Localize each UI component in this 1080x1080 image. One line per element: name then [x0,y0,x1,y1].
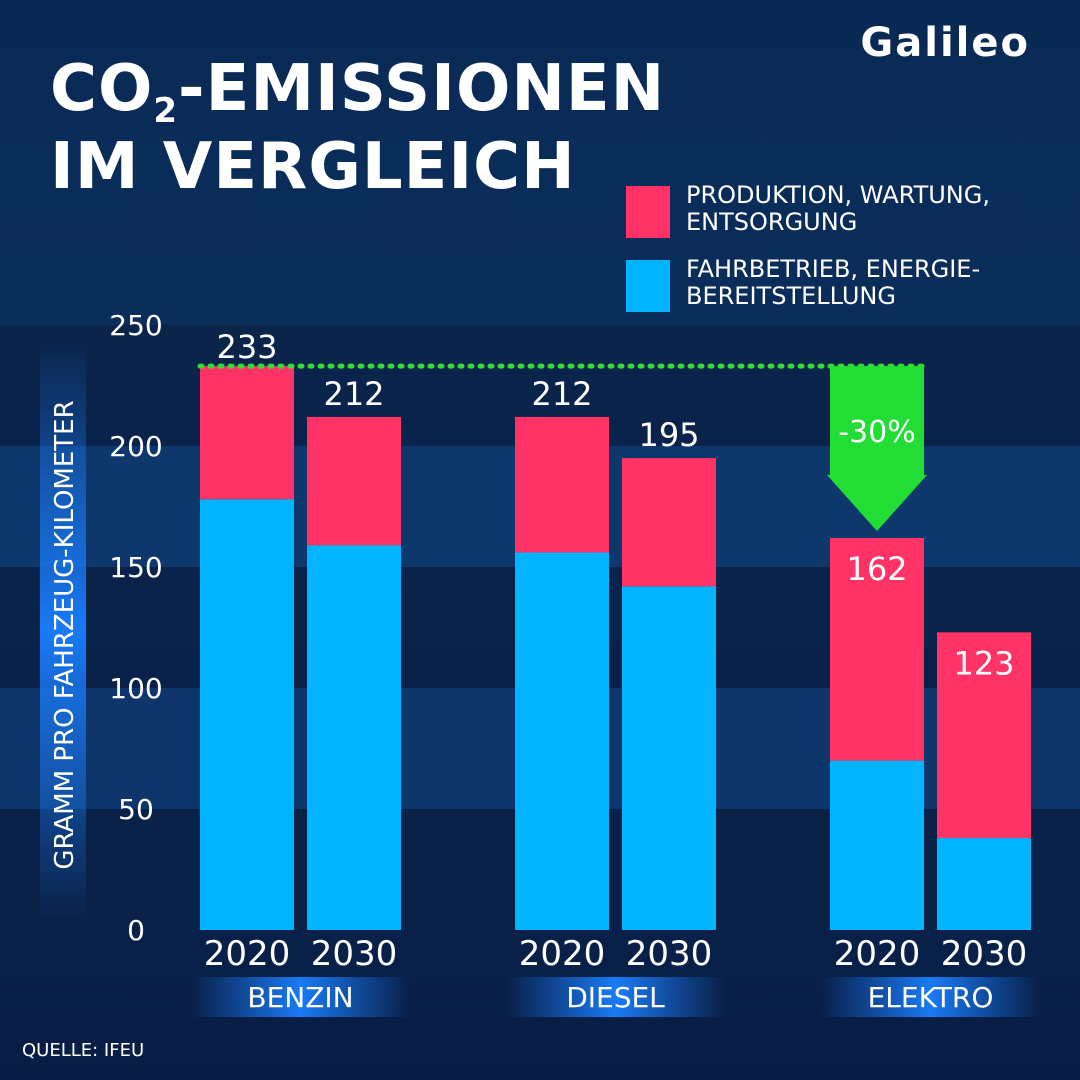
y-tick-label: 200 [109,430,162,463]
x-tick-label-year: 2020 [204,934,291,974]
group-pill-benzin [190,977,411,1017]
title-emissionen: -EMISSIONEN [178,52,666,126]
reduction-arrow [827,366,927,531]
galileo-logo: Galileo [860,20,1030,66]
title-subscript: 2 [153,91,179,131]
y-tick-label: 0 [127,914,145,947]
x-tick-label-year: 2020 [519,934,606,974]
y-axis-glow [40,340,86,920]
y-tick-label: 50 [118,793,154,826]
y-tick-label: 150 [109,551,162,584]
data-label-total: 233 [216,328,277,366]
reduction-label: -30% [838,415,916,450]
bar-production [515,416,609,553]
data-label-total: 212 [531,375,592,413]
x-tick-label-year: 2030 [626,934,713,974]
x-tick-label-year: 2020 [834,934,921,974]
bar-operation [307,545,401,930]
y-tick-label: 100 [109,672,162,705]
y-axis-title: GRAMM PRO FAHRZEUG-KILOMETER [50,400,80,869]
legend-label-production: PRODUKTION, WARTUNG, ENTSORGUNG [686,181,990,236]
bar-operation [515,552,609,930]
group-pill-elektro [820,977,1041,1017]
bar-operation [830,760,924,930]
bar-operation [937,838,1031,930]
legend-swatch-production [626,186,670,238]
data-label-total: 212 [323,375,384,413]
legend: PRODUKTION, WARTUNG, ENTSORGUNG FAHRBETR… [626,182,1066,334]
chart-title: CO2-EMISSIONEN IM VERGLEICH [50,50,665,206]
x-group-label: BENZIN [247,981,353,1014]
bar-operation [622,586,716,930]
bar-production [622,458,716,587]
x-tick-label-year: 2030 [941,934,1028,974]
group-pill-diesel [505,977,726,1017]
x-group-label: ELEKTRO [868,981,994,1014]
bar-production [937,632,1031,839]
data-label-total: 123 [953,644,1014,682]
title-line2: IM VERGLEICH [50,130,576,204]
data-label-total: 162 [846,550,907,588]
bar-production [830,537,924,761]
bar-operation [200,499,294,930]
title-co: CO [50,52,154,126]
x-tick-label-year: 2030 [311,934,398,974]
legend-item-operation: FAHRBETRIEB, ENERGIE-BEREITSTELLUNG [626,256,1066,320]
x-group-label: DIESEL [566,981,665,1014]
y-tick-label: 250 [109,309,162,342]
legend-label-operation: FAHRBETRIEB, ENERGIE-BEREITSTELLUNG [686,255,981,310]
legend-item-production: PRODUKTION, WARTUNG, ENTSORGUNG [626,182,1066,246]
legend-swatch-operation [626,260,670,312]
data-label-total: 195 [638,416,699,454]
source-note: QUELLE: IFEU [22,1040,145,1061]
bar-production [200,366,294,500]
bar-production [307,416,401,546]
